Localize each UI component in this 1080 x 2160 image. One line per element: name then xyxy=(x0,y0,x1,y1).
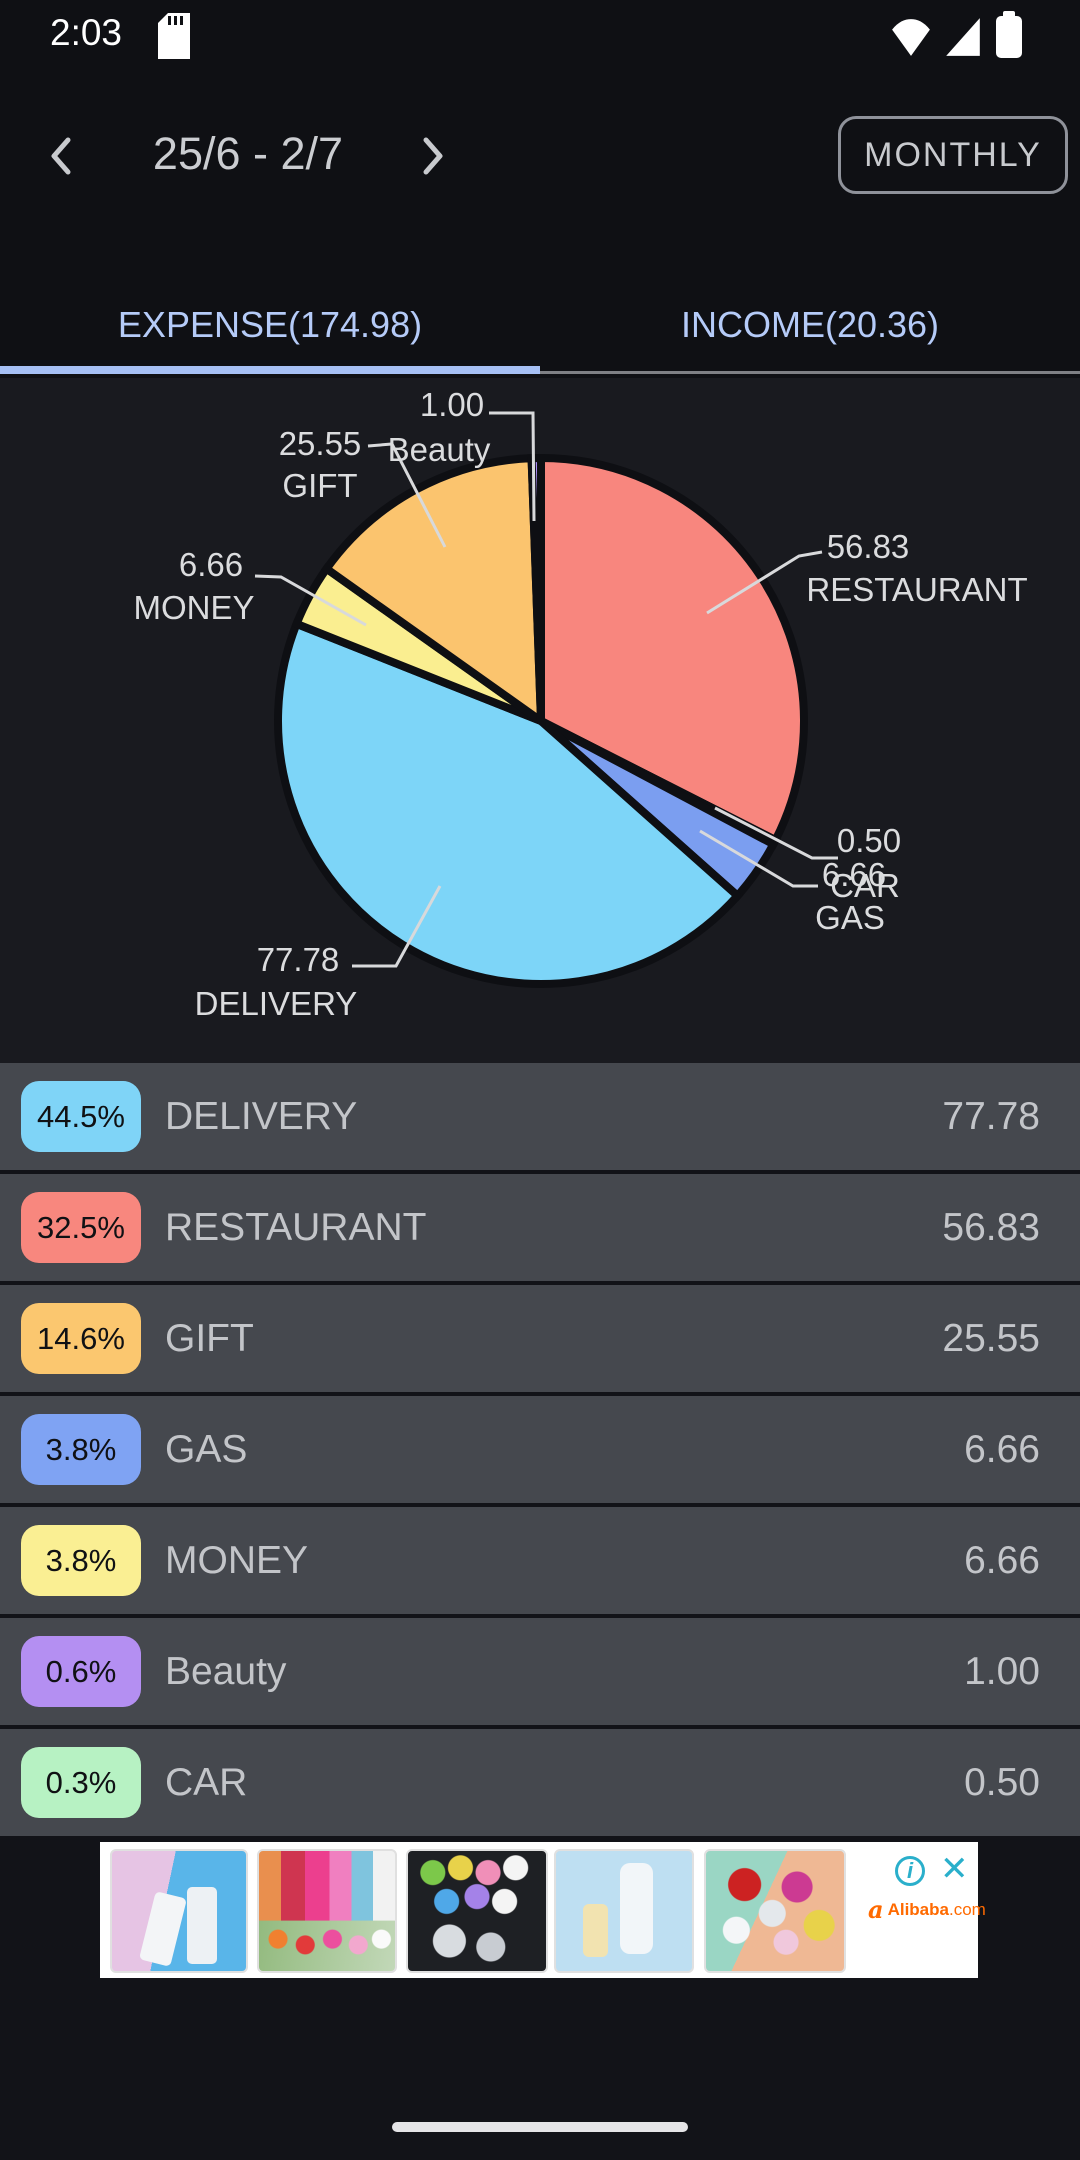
prev-period-button[interactable] xyxy=(36,126,86,189)
date-range-label: 25/6 - 2/7 xyxy=(152,128,344,179)
category-label: MONEY xyxy=(165,1538,309,1582)
top-section: 2:03 25/6 - 2/7 xyxy=(0,0,1080,378)
pie-label-name-GIFT: GIFT xyxy=(282,467,358,504)
pie-label-value-GIFT: 25.55 xyxy=(278,425,362,462)
percent-badge: 0.6% xyxy=(21,1636,141,1707)
ad-thumbnail-spray-bottles-pink-blue[interactable] xyxy=(110,1849,248,1973)
signal-bars-icon xyxy=(946,18,980,56)
leader-line-RESTAURANT xyxy=(706,550,823,615)
pie-label-value-DELIVERY: 77.78 xyxy=(256,941,340,978)
pie-slice-Beauty[interactable] xyxy=(527,453,545,722)
pie-label-value-GAS: 6.66 xyxy=(821,856,887,893)
leader-line-DELIVERY xyxy=(352,885,442,968)
category-amount: 25.55 xyxy=(942,1316,1040,1360)
tab-income[interactable]: INCOME(20.36) xyxy=(680,304,940,345)
battery-icon xyxy=(996,11,1022,58)
breakdown-row-CAR[interactable]: 0.3% CAR 0.50 xyxy=(0,1729,1080,1836)
wifi-icon xyxy=(892,19,930,56)
next-period-button[interactable] xyxy=(408,126,458,189)
category-amount: 0.50 xyxy=(964,1760,1040,1804)
chevron-left-icon xyxy=(51,137,71,175)
leader-line-MONEY xyxy=(254,574,367,627)
pie-label-name-Beauty: Beauty xyxy=(387,431,491,468)
ad-banner[interactable]: i ✕ a Alibaba.com xyxy=(100,1842,986,1978)
tab-expense[interactable]: EXPENSE(174.98) xyxy=(117,304,423,345)
alibaba-brand-text: Alibaba.com xyxy=(887,1900,986,1919)
sim-icon xyxy=(158,13,190,59)
category-label: GAS xyxy=(165,1427,248,1471)
ad-thumbnail-bottles-light-blue[interactable] xyxy=(554,1849,694,1973)
leader-line-GAS xyxy=(699,829,818,888)
breakdown-row-GIFT[interactable]: 14.6% GIFT 25.55 xyxy=(0,1285,1080,1392)
pie-slice-RESTAURANT[interactable] xyxy=(537,453,808,846)
breakdown-row-Beauty[interactable]: 0.6% Beauty 1.00 xyxy=(0,1618,1080,1725)
category-label: Beauty xyxy=(165,1649,287,1693)
category-amount: 6.66 xyxy=(964,1538,1040,1582)
status-time: 2:03 xyxy=(50,12,123,53)
percent-badge: 14.6% xyxy=(21,1303,141,1374)
percent-badge: 0.3% xyxy=(21,1747,141,1818)
ad-thumbnail-mini-bottles-dark[interactable] xyxy=(406,1849,548,1973)
leader-line-GIFT xyxy=(367,442,447,548)
category-amount: 77.78 xyxy=(942,1094,1040,1138)
leader-line-Beauty xyxy=(489,411,536,522)
category-label: RESTAURANT xyxy=(165,1205,427,1249)
pie-label-value-RESTAURANT: 56.83 xyxy=(826,528,910,565)
category-amount: 6.66 xyxy=(964,1427,1040,1471)
pie-label-value-MONEY: 6.66 xyxy=(178,546,244,583)
home-indicator[interactable] xyxy=(392,2122,688,2132)
tabs-underline xyxy=(0,371,1080,374)
pie-slice-DELIVERY[interactable] xyxy=(274,618,744,988)
ad-thumbnail-cosmetic-jars[interactable] xyxy=(704,1849,846,1973)
pie-label-name-CAR: CAR xyxy=(830,867,900,904)
pie-label-name-DELIVERY: DELIVERY xyxy=(194,985,358,1022)
pie-label-value-Beauty: 1.00 xyxy=(419,386,485,423)
percent-badge: 32.5% xyxy=(21,1192,141,1263)
pie-label-name-GAS: GAS xyxy=(815,899,885,936)
breakdown-row-RESTAURANT[interactable]: 32.5% RESTAURANT 56.83 xyxy=(0,1174,1080,1281)
breakdown-row-GAS[interactable]: 3.8% GAS 6.66 xyxy=(0,1396,1080,1503)
category-amount: 1.00 xyxy=(964,1649,1040,1693)
percent-badge: 3.8% xyxy=(21,1414,141,1485)
breakdown-row-MONEY[interactable]: 3.8% MONEY 6.66 xyxy=(0,1507,1080,1614)
info-icon[interactable]: i xyxy=(895,1856,925,1886)
period-toggle-button[interactable]: MONTHLY xyxy=(838,116,1068,194)
percent-badge: 3.8% xyxy=(21,1525,141,1596)
close-icon[interactable]: ✕ xyxy=(940,1850,969,1888)
category-label: GIFT xyxy=(165,1316,254,1360)
pie-label-name-MONEY: MONEY xyxy=(133,589,255,626)
pie-label-value-CAR: 0.50 xyxy=(836,822,902,859)
leader-line-CAR xyxy=(714,806,838,860)
active-tab-indicator xyxy=(0,366,540,374)
breakdown-row-DELIVERY[interactable]: 44.5% DELIVERY 77.78 xyxy=(0,1063,1080,1170)
category-amount: 56.83 xyxy=(942,1205,1040,1249)
category-label: DELIVERY xyxy=(165,1094,358,1138)
ad-brand-link[interactable]: a Alibaba.com xyxy=(868,1898,986,1922)
percent-badge: 44.5% xyxy=(21,1081,141,1152)
alibaba-logo-icon: a xyxy=(868,1895,884,1924)
chevron-right-icon xyxy=(423,137,443,175)
ad-thumbnail-colorful-straps[interactable] xyxy=(257,1849,397,1973)
pie-label-name-RESTAURANT: RESTAURANT xyxy=(806,571,1028,608)
status-icons xyxy=(890,11,1022,58)
pie-chart xyxy=(254,411,838,988)
category-label: CAR xyxy=(165,1760,248,1804)
